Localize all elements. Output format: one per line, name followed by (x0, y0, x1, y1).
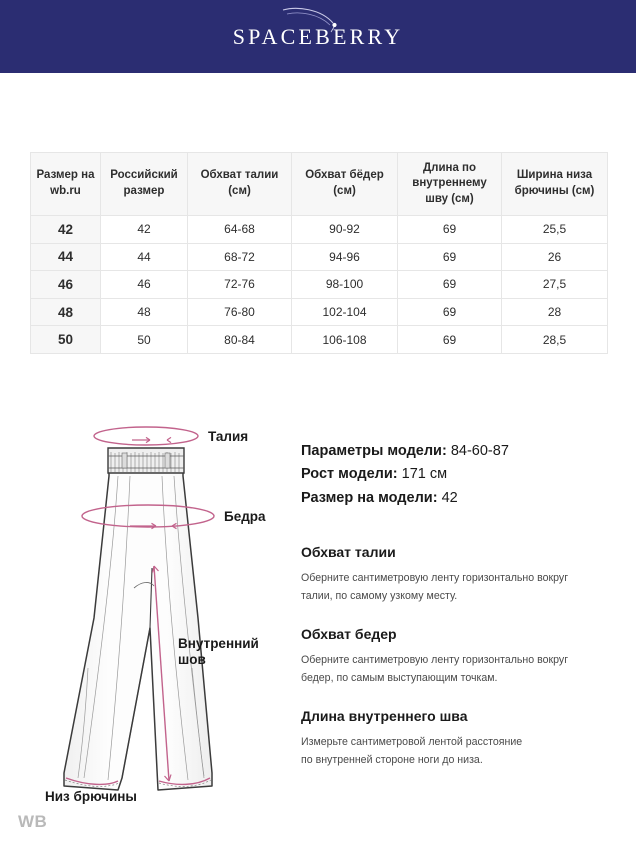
size-table: Размер на wb.ru Российский размер Обхват… (30, 152, 608, 354)
cell-wb-size: 42 (30, 215, 101, 244)
cell-hem-width: 27,5 (501, 270, 608, 299)
cell-hem-width: 26 (501, 242, 608, 272)
table-row: 42 42 64-68 90-92 69 25,5 (30, 215, 608, 244)
cell-inseam: 69 (397, 215, 502, 244)
column-header-inseam-length: Длина по внутреннему шву (см) (397, 152, 502, 216)
how-to-measure-hips-title: Обхват бедер (301, 626, 397, 643)
cell-ru-size: 50 (100, 325, 188, 354)
cell-wb-size: 44 (30, 242, 101, 272)
diagram-label-waist: Талия (208, 429, 249, 444)
cell-wb-size: 46 (30, 270, 101, 299)
cell-waist: 72-76 (187, 270, 292, 299)
table-row: 48 48 76-80 102-104 69 28 (30, 297, 608, 327)
cell-waist: 64-68 (187, 215, 292, 244)
column-header-ru-size: Российский размер (100, 152, 188, 216)
model-params-label: Параметры модели: (301, 443, 447, 459)
model-height-line: Рост модели: 171 см (301, 463, 601, 486)
how-to-measure-inseam-title: Длина внутреннего шва (301, 708, 468, 725)
how-to-measure-inseam-text: Измерьте сантиметровой лентой расстояние… (301, 735, 523, 767)
measurement-lines (65, 426, 215, 786)
cell-ru-size: 46 (100, 270, 188, 299)
cell-waist: 68-72 (187, 242, 292, 272)
size-table-container: Размер на wb.ru Российский размер Обхват… (30, 152, 608, 354)
size-table-body: 42 42 64-68 90-92 69 25,5 44 44 68-72 94… (30, 215, 608, 354)
cell-waist: 80-84 (187, 325, 292, 354)
brand-logo: SPACEBERRY (232, 7, 404, 57)
cell-wb-size: 50 (30, 325, 101, 354)
model-params-line: Параметры модели: 84-60-87 (301, 440, 601, 463)
cell-inseam: 69 (397, 270, 502, 299)
how-to-measure-waist: Обхват талии Оберните сантиметровую лент… (301, 544, 601, 605)
how-to-measure-waist-text: Оберните сантиметровую ленту горизонталь… (301, 571, 569, 603)
column-header-wb-size: Размер на wb.ru (30, 152, 101, 216)
cell-hem-width: 25,5 (501, 215, 608, 244)
diagram-label-hem: Низ брючины (45, 789, 137, 804)
cell-hips: 102-104 (291, 297, 398, 327)
table-row: 46 46 72-76 98-100 69 27,5 (30, 270, 608, 299)
model-parameters: Параметры модели: 84-60-87 Рост модели: … (301, 440, 601, 510)
cell-hem-width: 28 (501, 297, 608, 327)
column-header-hem-width: Ширина низа брючины (см) (501, 152, 608, 216)
cell-inseam: 69 (397, 325, 502, 354)
how-to-measure-hips-text: Оберните сантиметровую ленту горизонталь… (301, 653, 569, 685)
pants-measurement-diagram (26, 418, 296, 818)
cell-ru-size: 44 (100, 242, 188, 272)
measurement-info-column: Параметры модели: 84-60-87 Рост модели: … (301, 440, 601, 769)
how-to-measure-hips: Обхват бедер Оберните сантиметровую лент… (301, 626, 601, 687)
cell-inseam: 69 (397, 242, 502, 272)
column-header-waist: Обхват талии (см) (187, 152, 292, 216)
column-header-hips: Обхват бёдер (см) (291, 152, 398, 216)
model-params-value: 84-60-87 (450, 443, 509, 459)
wildberries-watermark: WB (18, 812, 48, 831)
cell-hips: 90-92 (291, 215, 398, 244)
model-size-value: 42 (441, 489, 458, 506)
cell-wb-size: 48 (30, 297, 101, 327)
model-size-label: Размер на модели: (301, 489, 438, 506)
cell-waist: 76-80 (187, 297, 292, 327)
pants-illustration-icon (63, 426, 215, 791)
model-height-label: Рост модели: (301, 466, 398, 483)
site-header: SPACEBERRY (0, 0, 636, 73)
cell-hips: 98-100 (291, 270, 398, 299)
cell-ru-size: 48 (100, 297, 188, 327)
model-height-value: 171 см (401, 466, 448, 483)
cell-inseam: 69 (397, 297, 502, 327)
cell-hips: 106-108 (291, 325, 398, 354)
garment-outline (63, 447, 213, 791)
diagram-label-inseam: Внутренний шов (178, 636, 259, 668)
table-row: 50 50 80-84 106-108 69 28,5 (30, 325, 608, 354)
cell-hips: 94-96 (291, 242, 398, 272)
how-to-measure-inseam: Длина внутреннего шва Измерьте сантиметр… (301, 708, 601, 769)
diagram-label-hips: Бедра (224, 509, 266, 524)
brand-name: SPACEBERRY (232, 23, 404, 49)
cell-ru-size: 42 (100, 215, 188, 244)
cell-hem-width: 28,5 (501, 325, 608, 354)
table-row: 44 44 68-72 94-96 69 26 (30, 242, 608, 272)
model-size-line: Размер на модели: 42 (301, 487, 601, 510)
how-to-measure-waist-title: Обхват талии (301, 544, 396, 561)
table-header-row: Размер на wb.ru Российский размер Обхват… (30, 152, 608, 216)
size-table-head: Размер на wb.ru Российский размер Обхват… (30, 152, 608, 216)
